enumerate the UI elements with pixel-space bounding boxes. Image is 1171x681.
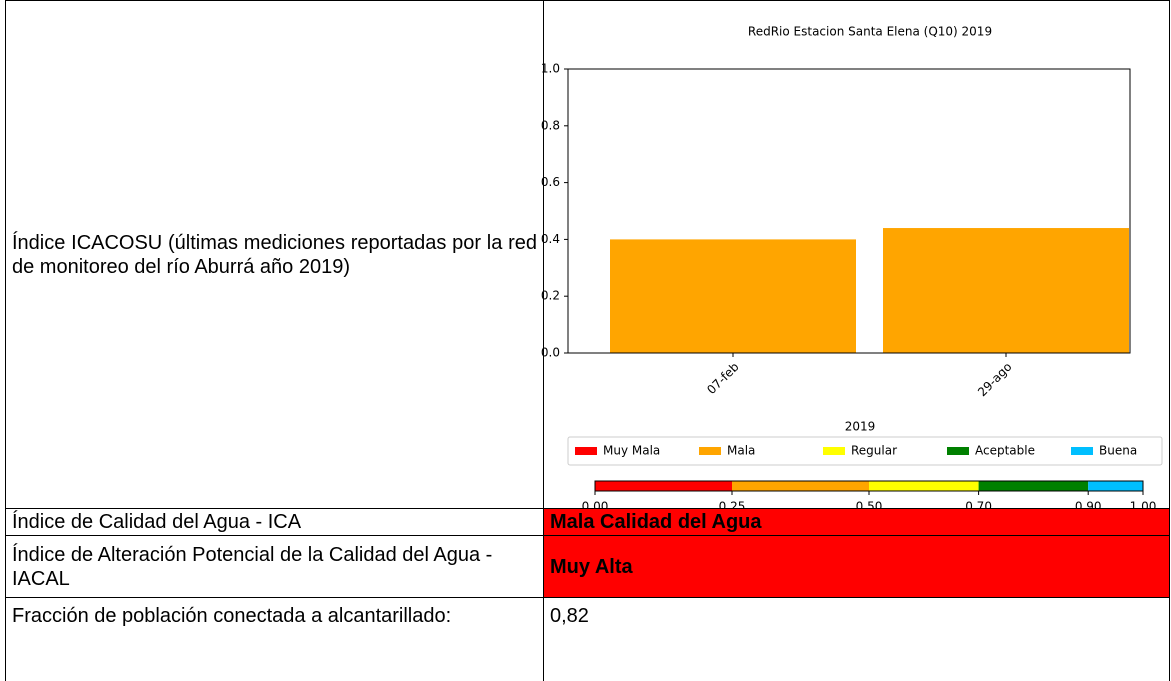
bar — [610, 239, 856, 353]
legend-label: Buena — [1099, 444, 1137, 458]
cell-text: 0,82 — [550, 605, 589, 627]
plot-frame — [567, 68, 1131, 354]
legend-swatch — [575, 447, 597, 455]
colorbar-segment — [1088, 481, 1143, 491]
colorbar-tick-label: 0.25 — [719, 500, 746, 509]
cell: Fracción de población conectada a alcant… — [5, 597, 544, 681]
legend-swatch — [1071, 447, 1093, 455]
cell: Índice de Alteración Potencial de la Cal… — [5, 535, 544, 598]
colorbar-segment — [978, 481, 1089, 491]
y-tick-label: 0.6 — [541, 175, 560, 189]
legend-label: Regular — [851, 444, 897, 458]
cell: Muy Alta — [543, 535, 1170, 598]
legend-swatch — [947, 447, 969, 455]
cell-text: Muy Alta — [550, 555, 633, 578]
y-tick-label: 1.0 — [541, 62, 560, 76]
cell-text: Índice de Calidad del Agua - ICA — [12, 511, 302, 533]
colorbar-tick-label: 0.90 — [1075, 500, 1102, 509]
chart-title: RedRio Estacion Santa Elena (Q10) 2019 — [748, 25, 992, 39]
bar — [883, 228, 1129, 353]
y-tick-label: 0.0 — [541, 346, 560, 360]
cell: Índice de Calidad del Agua - ICA — [5, 508, 544, 536]
cell-text: Mala Calidad del Agua — [550, 511, 762, 533]
colorbar-tick-label: 0.50 — [856, 500, 883, 509]
colorbar-tick-label: 0.00 — [582, 500, 609, 509]
legend-swatch — [699, 447, 721, 455]
colorbar-segment — [732, 481, 869, 491]
cell: Índice ICACOSU (últimas mediciones repor… — [5, 0, 544, 509]
cell-text: Índice de Alteración Potencial de la Cal… — [12, 543, 493, 590]
x-tick-label: 07-feb — [704, 360, 741, 397]
cell: Mala Calidad del Agua — [543, 508, 1170, 536]
x-axis-label: 2019 — [845, 420, 876, 434]
legend-swatch — [823, 447, 845, 455]
colorbar-tick-label: 1.00 — [1130, 500, 1157, 509]
cell-text: Índice ICACOSU (últimas mediciones repor… — [12, 231, 537, 278]
cell: 0,82 — [543, 597, 1170, 681]
legend-label: Aceptable — [975, 444, 1035, 458]
colorbar-segment — [869, 481, 979, 491]
legend-label: Mala — [727, 444, 755, 458]
cell-text: Fracción de población conectada a alcant… — [12, 605, 452, 627]
chart: RedRio Estacion Santa Elena (Q10) 2019 2… — [541, 25, 1163, 509]
x-tick-label: 29-ago — [975, 360, 1015, 400]
legend-label: Muy Mala — [603, 444, 660, 458]
legend-box — [567, 436, 1163, 466]
colorbar-segment — [595, 481, 732, 491]
y-tick-label: 0.4 — [541, 232, 560, 246]
y-tick-label: 0.2 — [541, 289, 560, 303]
y-tick-label: 0.8 — [541, 118, 560, 132]
colorbar-tick-label: 0.70 — [965, 500, 992, 509]
